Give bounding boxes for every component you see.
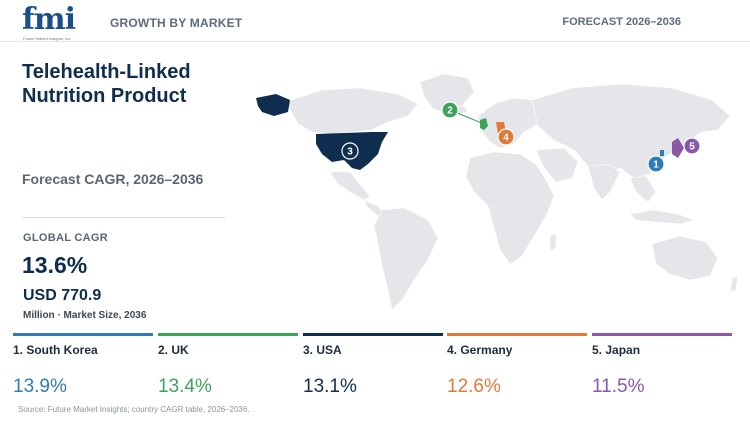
- marker-uk[interactable]: 2: [441, 101, 459, 119]
- country-name: 1. South Korea: [13, 343, 98, 357]
- card-accent-bar: [592, 333, 732, 336]
- country-card-usa[interactable]: 3. USA 13.1%: [303, 333, 443, 403]
- logo-wordmark: fmi: [22, 2, 76, 37]
- svg-text:2: 2: [447, 106, 453, 117]
- marker-south-korea[interactable]: 1: [647, 155, 665, 173]
- country-cagr: 12.6%: [447, 376, 501, 397]
- logo-tagline: Future Market Insights, Inc.: [23, 36, 72, 41]
- svg-text:1: 1: [653, 160, 659, 171]
- africa-shape: [465, 151, 555, 265]
- alaska-shape: [256, 94, 290, 116]
- country-cagr: 11.5%: [592, 376, 645, 397]
- market-size-value: USD 770.9: [23, 287, 102, 304]
- svg-text:4: 4: [503, 133, 509, 144]
- indonesia-shape: [629, 209, 695, 225]
- europe-shape: [477, 97, 545, 149]
- country-card-uk[interactable]: 2. UK 13.4%: [158, 333, 298, 403]
- svg-text:5: 5: [689, 142, 695, 153]
- card-accent-bar: [303, 333, 443, 336]
- canada-shape: [285, 87, 419, 135]
- country-cagr: 13.1%: [303, 376, 357, 397]
- source-note: Source: Future Market Insights; country …: [18, 405, 250, 414]
- country-name: 4. Germany: [447, 343, 513, 357]
- southeast-asia-shape: [629, 175, 657, 203]
- header-title: GROWTH BY MARKET: [110, 16, 243, 30]
- country-name: 2. UK: [158, 343, 189, 357]
- market-size-label: Million · Market Size, 2036: [23, 310, 147, 321]
- forecast-label: FORECAST 2026–2036: [562, 16, 681, 28]
- mexico-shape: [329, 171, 371, 201]
- greenland-shape: [419, 73, 475, 115]
- cagr-period-label: Forecast CAGR, 2026–2036: [22, 171, 204, 187]
- asia-shape: [531, 83, 731, 179]
- south-america-shape: [373, 207, 439, 311]
- country-name: 5. Japan: [592, 343, 641, 357]
- svg-text:3: 3: [347, 147, 353, 158]
- card-accent-bar: [447, 333, 587, 336]
- world-map: 1 2 3 4 5: [256, 73, 739, 311]
- country-cagr: 13.4%: [158, 376, 212, 397]
- header-bar: fmi Future Market Insights, Inc. GROWTH …: [0, 0, 750, 42]
- global-cagr-value: 13.6%: [22, 252, 88, 278]
- country-name: 3. USA: [303, 343, 342, 357]
- country-cagr: 13.9%: [13, 376, 67, 397]
- madagascar-shape: [549, 233, 557, 253]
- marker-germany[interactable]: 4: [497, 128, 515, 146]
- divider: [22, 217, 225, 218]
- global-cagr-label: GLOBAL CAGR: [23, 232, 108, 244]
- new-zealand-shape: [729, 275, 739, 293]
- india-shape: [587, 163, 621, 201]
- card-accent-bar: [158, 333, 298, 336]
- report-title: Telehealth-Linked Nutrition Product: [22, 61, 191, 107]
- middle-east-shape: [535, 147, 579, 183]
- country-card-germany[interactable]: 4. Germany 12.6%: [447, 333, 587, 403]
- card-accent-bar: [13, 333, 153, 336]
- japan-shape: [672, 138, 684, 158]
- fmi-logo[interactable]: fmi Future Market Insights, Inc.: [22, 2, 92, 41]
- australia-shape: [651, 235, 719, 281]
- country-card-japan[interactable]: 5. Japan 11.5%: [592, 333, 732, 403]
- marker-japan[interactable]: 5: [683, 137, 701, 155]
- country-card-south-korea[interactable]: 1. South Korea 13.9%: [13, 333, 153, 403]
- marker-usa[interactable]: 3: [341, 142, 359, 160]
